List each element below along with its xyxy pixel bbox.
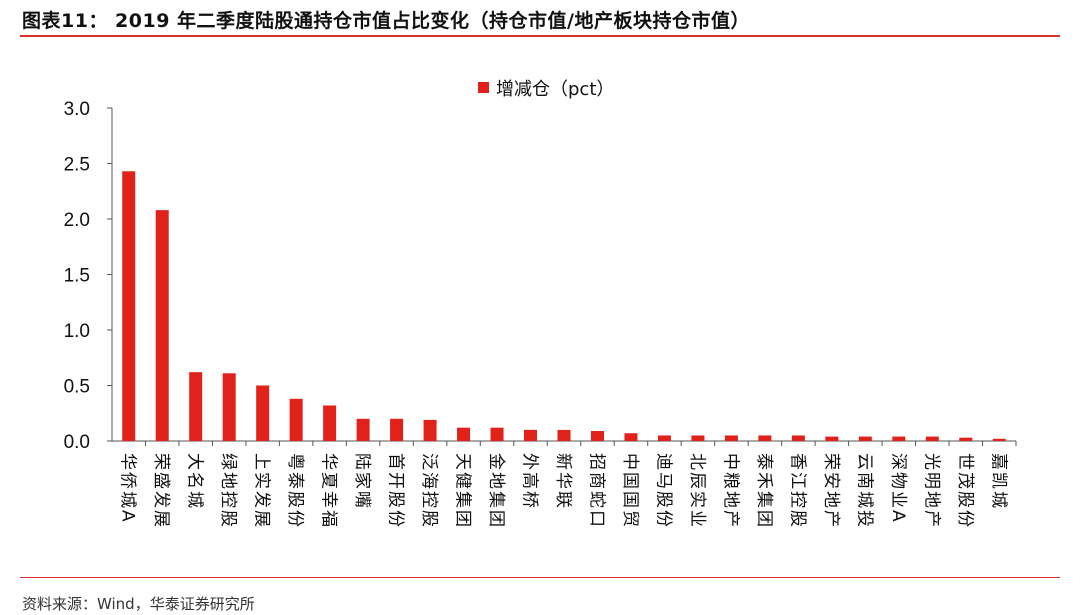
bar: [691, 435, 705, 441]
x-tick-label: 荣安地产: [821, 453, 841, 529]
x-tick-label: 泰禾集团: [754, 453, 774, 529]
bar: [858, 436, 872, 441]
x-tick-label: 粤泰股份: [285, 453, 305, 529]
bar: [323, 405, 337, 441]
x-tick-label: 大名城: [185, 453, 205, 510]
x-tick-label: 绿地控股: [218, 453, 238, 529]
bar-chart: 0.0 0.5 1.0 1.5 2.0 2.5 3.0 华侨城A 荣盛发展 大名城 绿地控股 上实发展…: [64, 79, 1017, 529]
x-tick-label: 世茂股份: [955, 453, 975, 529]
bar: [724, 435, 738, 441]
bar: [557, 429, 571, 441]
x-tick-label: 中粮地产: [720, 453, 740, 529]
y-tick-label: 0.0: [64, 432, 90, 453]
source-rule: [20, 577, 1060, 578]
y-tick-label: 1.0: [64, 321, 90, 342]
bar: [590, 431, 604, 441]
bar: [992, 438, 1006, 441]
y-tick-label: 1.5: [64, 266, 90, 287]
bar: [155, 210, 169, 441]
bar: [758, 435, 772, 441]
y-tick-label: 2.5: [64, 155, 90, 176]
x-tick-label: 荣盛发展: [151, 453, 171, 529]
x-tick-label: 中国国贸: [620, 453, 640, 529]
bar: [657, 435, 671, 441]
x-tick-label: 嘉凯城: [988, 453, 1008, 510]
x-tick-label: 招商蛇口: [586, 453, 606, 529]
bar: [959, 437, 973, 441]
bar: [256, 385, 270, 441]
x-tick-label: 云南城投: [854, 453, 874, 529]
bar: [490, 427, 504, 441]
x-tick-label: 深物业A: [888, 453, 908, 524]
x-tick-label: 天健集团: [453, 453, 473, 529]
bar: [925, 436, 939, 441]
x-tick-label: 华侨城A: [118, 453, 138, 524]
x-tick-label: 华夏幸福: [319, 453, 339, 529]
bar: [524, 429, 538, 441]
bar: [457, 427, 471, 441]
title-rule: [20, 35, 1060, 37]
bar: [222, 373, 236, 441]
bar: [122, 171, 136, 441]
x-tick-label: 上实发展: [252, 453, 272, 529]
x-tick-label: 新华联: [553, 453, 573, 510]
x-tick-label: 迪马股份: [653, 453, 673, 529]
source-note: 资料来源：Wind，华泰证券研究所: [22, 595, 255, 613]
y-tick-label: 0.5: [64, 377, 90, 398]
legend-swatch: [478, 82, 489, 93]
bar: [423, 419, 437, 441]
x-tick-label: 外高桥: [520, 453, 540, 510]
x-tick-label: 北辰实业: [687, 453, 707, 529]
x-tick-label: 首开股份: [386, 453, 406, 529]
bar: [189, 372, 203, 441]
y-tick-label: 3.0: [64, 99, 90, 120]
bar: [791, 435, 805, 441]
x-tick-label: 陆家嘴: [352, 453, 372, 510]
y-tick-label: 2.0: [64, 210, 90, 231]
x-tick-label: 金地集团: [486, 453, 506, 529]
legend-label: 增减仓（pct）: [496, 79, 614, 100]
bar: [825, 436, 839, 441]
x-tick-label: 泛海控股: [419, 453, 439, 529]
x-tick-label: 香江控股: [787, 453, 807, 529]
bar: [289, 398, 303, 441]
bar: [390, 418, 404, 441]
x-tick-label: 光明地产: [921, 453, 941, 529]
bar: [356, 418, 370, 441]
figure-title: 图表11： 2019 年二季度陆股通持仓市值占比变化（持仓市值/地产板块持仓市值…: [22, 10, 750, 32]
bar: [624, 433, 638, 441]
bar: [892, 436, 906, 441]
